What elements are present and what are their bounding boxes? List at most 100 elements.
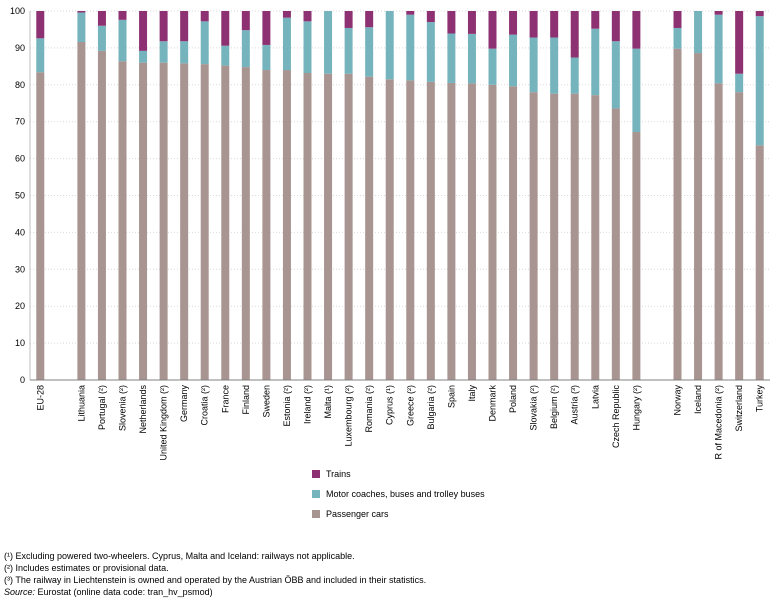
bar-2-21 [467,11,476,34]
x-tick-label-33: FYR of Macedonia (²) [714,385,724,460]
bar-1-29 [632,48,641,133]
legend-swatch-trains [312,470,320,478]
bar-0-14 [324,73,333,380]
stacked-bar-chart: 0 10 20 30 40 50 60 70 80 90 100 EU-28 Lithuania Por… [10,6,770,460]
legend-swatch-motor-coaches [312,490,320,498]
bar-0-34 [735,92,744,381]
bar-0-9 [221,65,230,380]
bars [36,11,764,381]
bar-0-31 [673,48,682,380]
bar-2-3 [97,11,106,26]
bar-1-12 [282,17,291,71]
bar-0-27 [591,95,600,380]
bar-0-7 [180,63,189,380]
bar-2-28 [611,11,620,42]
x-tick-label-12: Estonia (²) [282,385,292,427]
x-tick-label-32: Iceland [693,385,703,414]
bar-0-24 [529,92,538,381]
x-tick-label-18: Greece (²) [405,385,415,426]
bar-1-22 [488,48,497,85]
bar-0-35 [755,145,764,380]
footnotes: (¹) Excluding powered two-wheelers. Cypr… [4,550,426,598]
bar-2-25 [550,11,559,38]
x-tick-label-9: France [220,385,230,413]
bar-1-11 [262,44,271,71]
x-tick-label-11: Sweden [261,385,271,418]
bar-0-32 [694,53,703,380]
bar-1-33 [714,14,723,84]
x-tick-label-0: EU-28 [35,385,45,411]
legend-label-trains: Trains [326,469,351,479]
x-tick-label-25: Belgium (²) [549,385,559,429]
bar-0-26 [570,93,579,380]
bar-0-13 [303,72,312,380]
y-tick-label-0: 0 [20,375,25,385]
bar-2-8 [200,11,209,22]
bar-2-4 [118,11,127,20]
y-axis: 0 10 20 30 40 50 60 70 80 90 100 [10,6,31,385]
bar-0-5 [139,62,148,380]
bar-1-32 [694,11,703,54]
bar-0-15 [344,73,353,380]
x-tick-label-4: Slovenia (²) [118,385,128,431]
bar-0-20 [447,82,456,380]
x-tick-label-21: Italy [467,385,477,402]
x-tick-label-34: Switzerland [734,385,744,432]
legend-item-passenger-cars: Passenger cars [312,504,485,524]
x-tick-label-10: Finland [241,385,251,415]
bar-0-4 [118,61,127,381]
x-tick-label-20: Spain [446,385,456,408]
bar-2-16 [365,11,374,28]
x-tick-label-6: United Kingdom (²) [159,385,169,460]
x-tick-label-3: Portugal (²) [97,385,107,430]
bar-1-25 [550,37,559,94]
bar-0-23 [509,86,518,380]
bar-2-7 [180,11,189,42]
bar-1-35 [755,16,764,146]
bar-2-6 [159,11,168,42]
bar-0-3 [97,50,106,381]
bar-2-31 [673,11,682,28]
bar-0-33 [714,83,723,380]
footnote-1: (¹) Excluding powered two-wheelers. Cypr… [4,551,355,561]
legend: Trains Motor coaches, buses and trolley … [312,464,485,524]
bar-0-12 [282,70,291,380]
bar-2-18 [406,11,415,15]
bar-2-20 [447,11,456,34]
x-tick-label-17: Cyprus (¹) [385,385,395,425]
bar-2-27 [591,11,600,29]
bar-1-13 [303,21,312,73]
x-tick-label-5: Netherlands [138,385,148,434]
bar-0-17 [385,79,394,380]
bar-1-31 [673,27,682,49]
bar-1-14 [324,11,333,74]
bar-1-3 [97,25,106,51]
bar-2-35 [755,11,764,17]
bar-0-25 [550,93,559,380]
bar-1-19 [426,22,435,82]
bar-1-27 [591,28,600,96]
y-tick-label-20: 20 [15,301,25,311]
bar-1-2 [77,12,86,42]
bar-0-29 [632,132,641,380]
source-label: Source: [4,587,36,597]
bar-0-19 [426,81,435,381]
x-tick-label-35: Turkey [755,385,765,413]
legend-item-trains: Trains [312,464,485,484]
footnote-2: (²) Includes estimates or provisional da… [4,563,169,573]
footnote-3: (³) The railway in Liechtenstein is owne… [4,575,427,585]
x-tick-label-22: Denmark [488,385,498,422]
x-tick-label-23: Poland [508,385,518,413]
source-text: Eurostat (online data code: tran_hv_psmo… [35,587,213,597]
y-tick-label-80: 80 [15,80,25,90]
bar-0-22 [488,84,497,381]
legend-item-motor-coaches: Motor coaches, buses and trolley buses [312,484,485,504]
bar-2-10 [241,11,250,31]
bar-0-16 [365,76,374,380]
bar-0-2 [77,41,86,380]
bar-0-6 [159,62,168,380]
bar-1-24 [529,37,538,93]
x-tick-label-19: Bulgaria (²) [426,385,436,430]
x-tick-label-27: Latvia [590,385,600,409]
bar-1-7 [180,41,189,64]
